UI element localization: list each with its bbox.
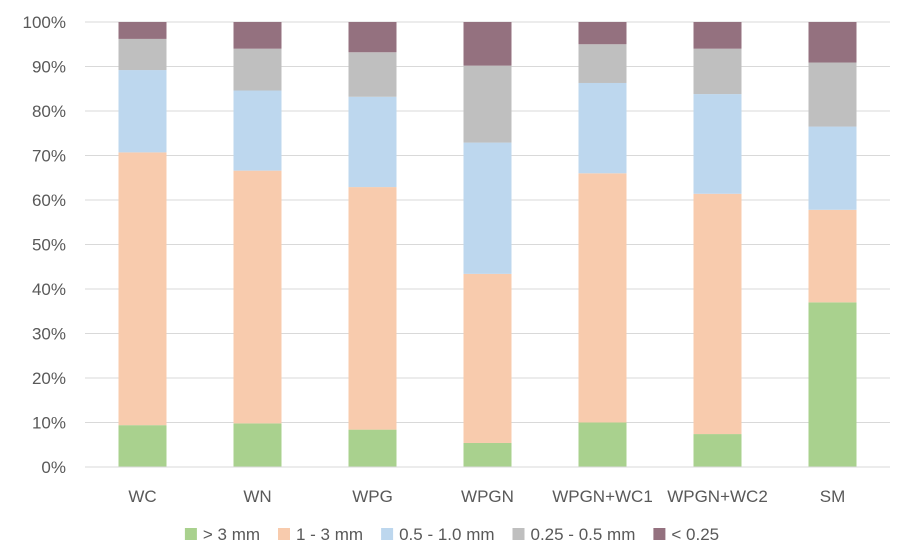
bar-segment (808, 22, 857, 63)
y-tick-label: 40% (32, 280, 66, 299)
y-axis-tick-labels: 0% 10% 20% 30% 40% 50% 60% 70% 80% 90% 100% (23, 13, 66, 477)
y-tick-label: 60% (32, 191, 66, 210)
bar-segment (808, 209, 857, 303)
bar-segment (118, 152, 167, 426)
bar-segment (463, 22, 512, 66)
legend-label: < 0.25 (671, 525, 719, 544)
legend-label: 0.25 - 0.5 mm (531, 525, 636, 544)
y-tick-label: 30% (32, 325, 66, 344)
bar-segment (693, 193, 742, 435)
bar-segment (118, 22, 167, 39)
legend-label: 1 - 3 mm (296, 525, 363, 544)
legend-swatch (381, 528, 394, 540)
legend-swatch (653, 528, 666, 540)
bar-segment (693, 22, 742, 49)
bar-segment (463, 442, 512, 467)
y-tick-label: 50% (32, 236, 66, 255)
bar-segment (808, 302, 857, 467)
y-tick-label: 80% (32, 102, 66, 121)
legend-item: 0.25 - 0.5 mm (512, 525, 636, 544)
bar-segment (578, 82, 627, 174)
y-tick-label: 10% (32, 414, 66, 433)
bars (118, 22, 857, 467)
bar-segment (118, 38, 167, 71)
legend: > 3 mm 1 - 3 mm 0.5 - 1.0 mm 0.25 - 0.5 mm <… (184, 525, 719, 544)
bar-segment (578, 422, 627, 467)
bar-segment (578, 44, 627, 83)
legend-item: 1 - 3 mm (278, 525, 363, 544)
bar-segment (233, 90, 282, 171)
legend-label: > 3 mm (203, 525, 260, 544)
x-tick-label: WPGN+WC1 (552, 487, 653, 506)
y-tick-label: 0% (41, 458, 66, 477)
bar-segment (118, 425, 167, 467)
legend-swatch (184, 528, 197, 540)
bar-segment (233, 22, 282, 49)
x-tick-label: WPGN (461, 487, 514, 506)
bar-segment (578, 173, 627, 423)
bar-segment (693, 434, 742, 467)
y-tick-label: 20% (32, 369, 66, 388)
bar-segment (348, 22, 397, 53)
y-tick-label: 90% (32, 58, 66, 77)
bar-segment (348, 429, 397, 467)
x-tick-label: WC (128, 487, 156, 506)
x-tick-label: SM (820, 487, 846, 506)
legend-label: 0.5 - 1.0 mm (399, 525, 494, 544)
x-axis-tick-labels: WC WN WPG WPGN WPGN+WC1 WPGN+WC2 SM (128, 487, 845, 506)
bar-segment (233, 423, 282, 467)
legend-swatch (512, 528, 525, 540)
bar-segment (808, 62, 857, 127)
bar-segment (463, 142, 512, 274)
legend-item: 0.5 - 1.0 mm (381, 525, 495, 544)
y-tick-label: 70% (32, 147, 66, 166)
bar-segment (348, 96, 397, 188)
bar-segment (233, 170, 282, 424)
bar-segment (118, 70, 167, 153)
bar-segment (693, 94, 742, 194)
y-tick-label: 100% (23, 13, 66, 32)
bar-segment (348, 52, 397, 97)
bar-segment (463, 273, 512, 443)
legend-item: > 3 mm (184, 525, 260, 544)
bar-segment (348, 187, 397, 430)
x-tick-label: WN (243, 487, 271, 506)
x-tick-label: WPG (352, 487, 393, 506)
bar-segment (463, 65, 512, 143)
legend-swatch (278, 528, 290, 540)
bar-segment (808, 126, 857, 210)
legend-item: < 0.25 (653, 525, 719, 544)
bar-segment (578, 22, 627, 45)
bar-segment (693, 48, 742, 95)
bar-segment (233, 48, 282, 91)
x-tick-label: WPGN+WC2 (667, 487, 768, 506)
